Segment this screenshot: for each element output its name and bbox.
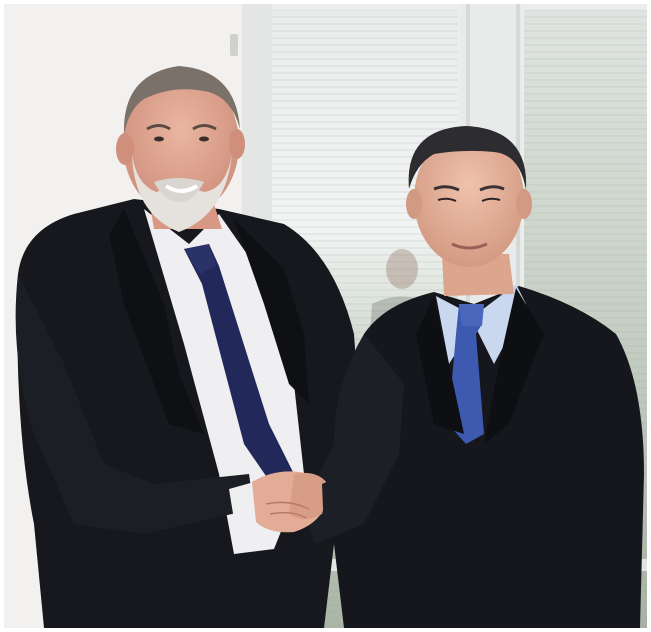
handshake-photo: [4, 4, 647, 628]
right-man: [304, 126, 644, 628]
handshake: [229, 471, 349, 533]
photo: [4, 4, 647, 628]
